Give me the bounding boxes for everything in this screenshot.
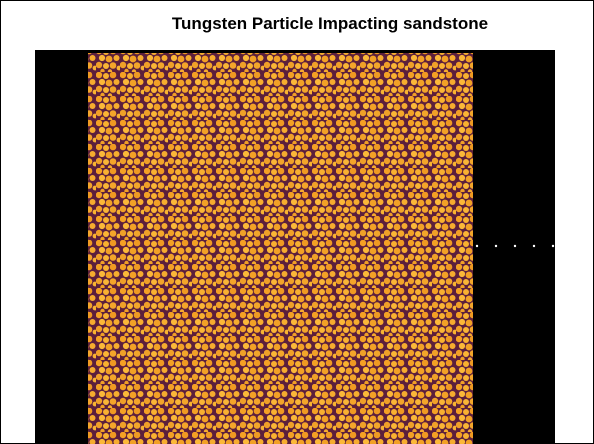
title: Tungsten Particle Impacting sandstone <box>172 14 488 33</box>
trail-dot <box>514 245 516 247</box>
trail-dot <box>552 245 554 247</box>
trail-dot <box>533 245 535 247</box>
screenshot: Tungsten Particle Impacting sandstone <box>0 0 594 444</box>
trail-dot <box>495 245 497 247</box>
sandstone-block <box>88 53 473 444</box>
trail-dot <box>476 245 478 247</box>
